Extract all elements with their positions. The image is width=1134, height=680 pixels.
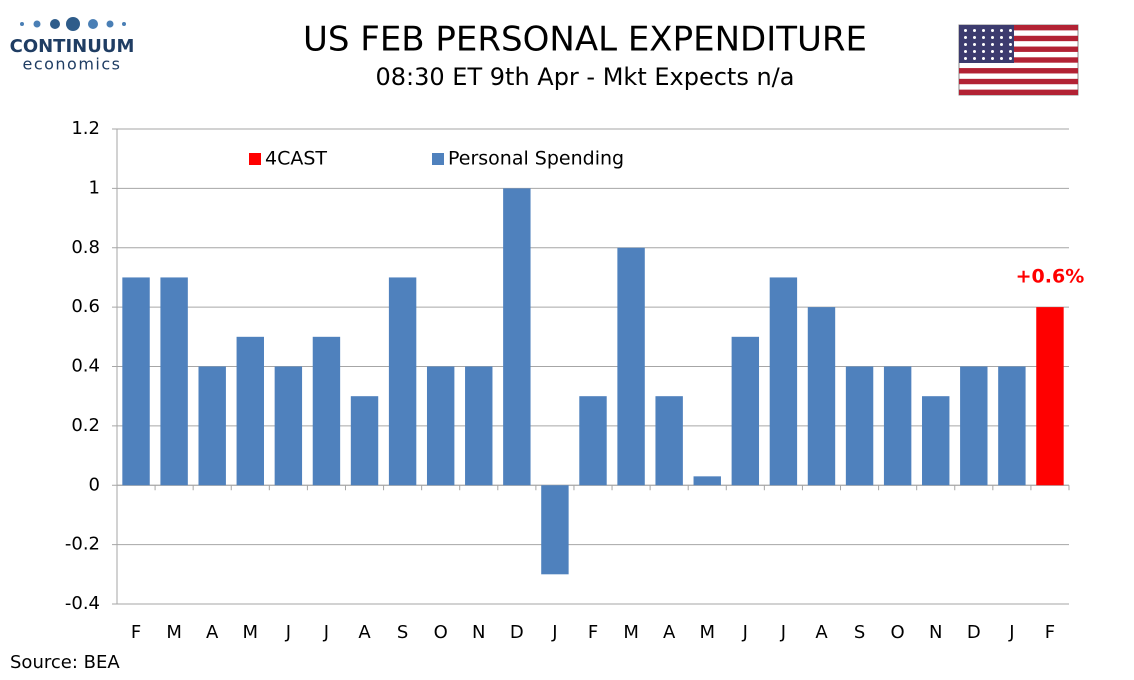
x-tick-label: A [815, 622, 828, 643]
y-tick-label: 0.8 [71, 237, 100, 258]
bar [693, 476, 721, 486]
x-tick-label: J [551, 622, 557, 643]
bar [312, 336, 341, 486]
bar [503, 188, 531, 486]
legend-swatch [249, 153, 261, 165]
bar [426, 366, 455, 486]
logo: CONTINUUM economics [10, 17, 135, 74]
source: Source: BEA [10, 652, 120, 673]
y-tick-label: -0.2 [65, 534, 100, 555]
bar [807, 307, 836, 486]
logo-tagline: economics [22, 55, 121, 74]
flag-stripe [959, 25, 1078, 31]
x-tick-label: M [243, 622, 259, 643]
x-tick-label: N [472, 622, 485, 643]
bar [465, 366, 493, 486]
x-tick-label: A [358, 622, 371, 643]
legend-label: Personal Spending [448, 148, 624, 170]
flag-stripe [959, 68, 1078, 74]
bar [160, 277, 188, 486]
y-tick-label: 1.2 [71, 118, 100, 139]
logo-dot [106, 20, 114, 28]
y-tick-label: -0.4 [65, 593, 100, 614]
bar [845, 366, 874, 486]
x-tick-label: O [434, 622, 448, 643]
logo-dot [20, 22, 24, 26]
x-tick-label: F [588, 622, 598, 643]
flag-stars [959, 25, 1014, 63]
bar [731, 336, 760, 486]
bar [998, 366, 1026, 486]
x-tick-label: J [780, 622, 786, 643]
bar [388, 277, 417, 486]
x-tick-label: J [1008, 622, 1014, 643]
bar [617, 247, 645, 486]
legend-swatch [432, 153, 444, 165]
logo-dot [66, 17, 80, 31]
bar [960, 366, 988, 486]
x-tick-label: M [623, 622, 639, 643]
logo-name: CONTINUUM [10, 36, 135, 57]
legend-label: 4CAST [265, 148, 327, 170]
flag-stripe [959, 57, 1078, 63]
x-tick-label: S [397, 622, 408, 643]
x-tick-label: J [742, 622, 748, 643]
chart-title: US FEB PERSONAL EXPENDITURE [303, 20, 867, 60]
us-flag [958, 24, 1079, 96]
bar [198, 366, 226, 486]
chart-subtitle: 08:30 ET 9th Apr - Mkt Expects n/a [376, 63, 795, 91]
flag-stripe [959, 46, 1078, 52]
y-tick-label: 0.2 [71, 415, 100, 436]
flag-stripe [959, 35, 1078, 42]
x-tick-label: S [854, 622, 865, 643]
y-tick-label: 1 [89, 177, 100, 198]
y-tick-label: 0.6 [71, 296, 100, 317]
x-tick-label: A [663, 622, 676, 643]
bar [1036, 307, 1064, 486]
x-tick-label: D [967, 622, 981, 643]
data-label: +0.6% [1016, 266, 1085, 288]
bar [655, 396, 683, 486]
y-tick-label: 0.4 [71, 356, 100, 377]
x-tick-label: O [891, 622, 905, 643]
flag-stripes [959, 25, 1078, 95]
bar [922, 396, 950, 486]
x-tick-label: F [1045, 622, 1055, 643]
x-tick-label: J [285, 622, 291, 643]
bar [350, 396, 379, 486]
bar [236, 336, 264, 486]
x-tick-label: M [166, 622, 182, 643]
x-tick-label: D [510, 622, 524, 643]
bar [883, 366, 912, 486]
x-tick-label: M [699, 622, 715, 643]
x-tick-label: F [131, 622, 141, 643]
bar [122, 277, 150, 486]
bar [769, 277, 798, 486]
bar [541, 485, 569, 575]
bar [274, 366, 303, 486]
x-tick-label: J [323, 622, 329, 643]
flag-stripe [959, 78, 1078, 85]
flag-stripe [959, 89, 1078, 95]
bar [579, 396, 607, 486]
logo-dot [122, 22, 126, 26]
y-tick-label: 0 [89, 474, 100, 495]
logo-dot [33, 20, 41, 28]
logo-dot [88, 19, 98, 29]
logo-dot [50, 19, 60, 29]
x-tick-label: A [206, 622, 219, 643]
x-tick-label: N [929, 622, 942, 643]
